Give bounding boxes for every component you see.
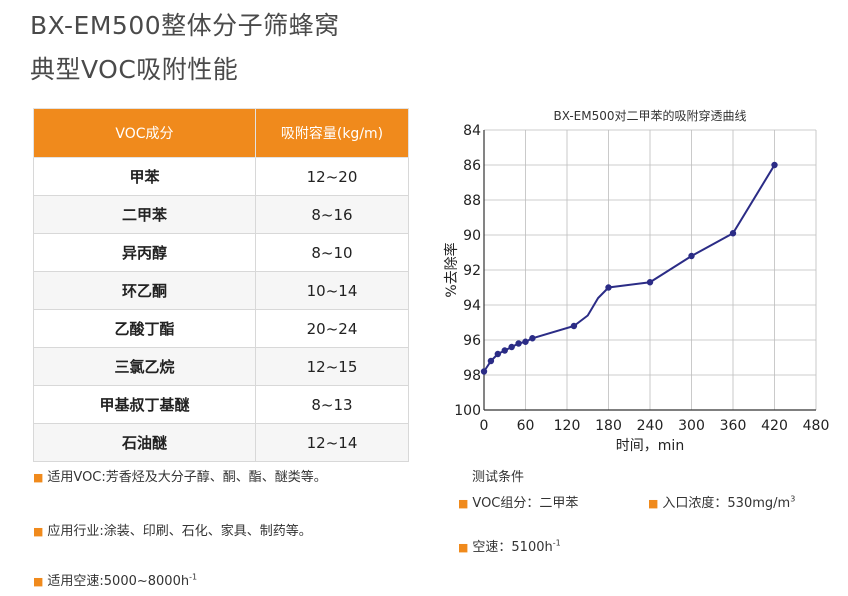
voc-capacity: 12~20 <box>255 157 409 196</box>
voc-name: 甲基叔丁基醚 <box>33 385 256 424</box>
x-tick-label: 60 <box>517 418 535 434</box>
voc-capacity: 10~14 <box>255 271 409 310</box>
y-tick-label: 96 <box>463 333 481 349</box>
x-tick-label: 120 <box>554 418 581 434</box>
y-tick-label: 90 <box>463 228 481 244</box>
data-point <box>487 357 495 365</box>
note-applicable-voc: ■ 适用VOC:芳香烃及大分子醇、酮、酯、醚类等。 <box>33 470 327 485</box>
y-tick-label: 98 <box>463 368 481 384</box>
data-point <box>729 230 737 237</box>
table-row: 甲基叔丁基醚 8~13 <box>33 385 409 424</box>
voc-capacity: 20~24 <box>255 309 409 348</box>
data-point <box>771 161 778 169</box>
table-row: 甲苯 12~20 <box>33 157 409 196</box>
y-tick-label: 94 <box>463 298 481 314</box>
voc-name: 石油醚 <box>33 423 256 462</box>
test-condition-speed: ■ 空速：5100h-1 <box>458 538 561 555</box>
x-tick-label: 480 <box>803 418 830 434</box>
data-point <box>480 368 488 375</box>
series-line <box>483 164 776 373</box>
square-bullet-icon: ■ <box>33 575 44 588</box>
page-title: BX-EM500整体分子筛蜂窝 <box>30 11 340 40</box>
square-bullet-icon: ■ <box>33 471 44 484</box>
square-bullet-icon: ■ <box>648 497 659 510</box>
x-axis-label: 时间，min <box>616 438 684 454</box>
x-tick-label: 0 <box>480 418 489 434</box>
note-space-velocity: ■ 适用空速:5000~8000h-1 <box>33 572 198 589</box>
voc-name: 二甲苯 <box>33 195 256 234</box>
voc-name: 异丙醇 <box>33 233 256 272</box>
y-tick-label: 88 <box>463 193 481 209</box>
voc-capacity: 12~14 <box>255 423 409 462</box>
table-row: 石油醚 12~14 <box>33 423 409 462</box>
data-point <box>529 335 536 342</box>
x-tick-label: 420 <box>761 418 788 434</box>
x-tick-label: 180 <box>595 418 622 434</box>
data-point <box>515 340 522 347</box>
voc-name: 环乙酮 <box>33 271 256 310</box>
data-point <box>688 252 695 260</box>
data-point <box>570 322 578 330</box>
table-row: 二甲苯 8~16 <box>33 195 409 234</box>
voc-capacity: 8~10 <box>255 233 409 272</box>
data-point <box>494 350 502 358</box>
data-point <box>522 338 529 345</box>
table-row: 乙酸丁酯 20~24 <box>33 309 409 348</box>
y-tick-label: 100 <box>454 403 481 419</box>
voc-name: 乙酸丁酯 <box>33 309 256 348</box>
column-header-voc: VOC成分 <box>33 108 256 158</box>
x-tick-label: 360 <box>720 418 747 434</box>
data-point <box>646 279 654 286</box>
test-conditions-title: 测试条件 <box>472 470 525 485</box>
voc-capacity: 8~13 <box>255 385 409 424</box>
y-axis-label: %去除率 <box>443 242 460 297</box>
voc-capacity: 12~15 <box>255 347 409 386</box>
voc-name: 甲苯 <box>33 157 256 196</box>
square-bullet-icon: ■ <box>33 525 44 538</box>
breakthrough-curve-chart: BX-EM500对二甲苯的吸附穿透曲线 0 60 120 180 240 300 360 420… <box>443 108 830 454</box>
page-subtitle: 典型VOC吸附性能 <box>30 55 239 84</box>
y-tick-label: 84 <box>463 123 481 139</box>
voc-name: 三氯乙烷 <box>33 347 256 386</box>
data-point <box>501 347 508 354</box>
table-row: 环乙酮 10~14 <box>33 271 409 310</box>
data-point <box>605 284 612 291</box>
table-row: 异丙醇 8~10 <box>33 233 409 272</box>
x-tick-label: 300 <box>678 418 705 434</box>
test-condition-voc: ■ VOC组分：二甲苯 <box>458 496 579 511</box>
data-point <box>508 343 515 351</box>
square-bullet-icon: ■ <box>458 541 469 554</box>
square-bullet-icon: ■ <box>458 497 469 510</box>
test-condition-concentration: ■ 入口浓度：530mg/m3 <box>648 494 796 511</box>
voc-capacity: 8~16 <box>255 195 409 234</box>
chart-title: BX-EM500对二甲苯的吸附穿透曲线 <box>553 108 746 123</box>
x-tick-label: 240 <box>637 418 664 434</box>
column-header-capacity: 吸附容量(kg/m) <box>255 108 409 158</box>
table-header-row: VOC成分 吸附容量(kg/m) <box>33 108 409 158</box>
table-row: 三氯乙烷 12~15 <box>33 347 409 386</box>
y-tick-label: 86 <box>463 158 481 174</box>
note-industry: ■ 应用行业:涂装、印刷、石化、家具、制药等。 <box>33 524 312 539</box>
voc-adsorption-table: VOC成分 吸附容量(kg/m) 甲苯 12~20 二甲苯 8~16 异丙醇 8~10… <box>33 108 409 462</box>
y-tick-label: 92 <box>463 263 481 279</box>
